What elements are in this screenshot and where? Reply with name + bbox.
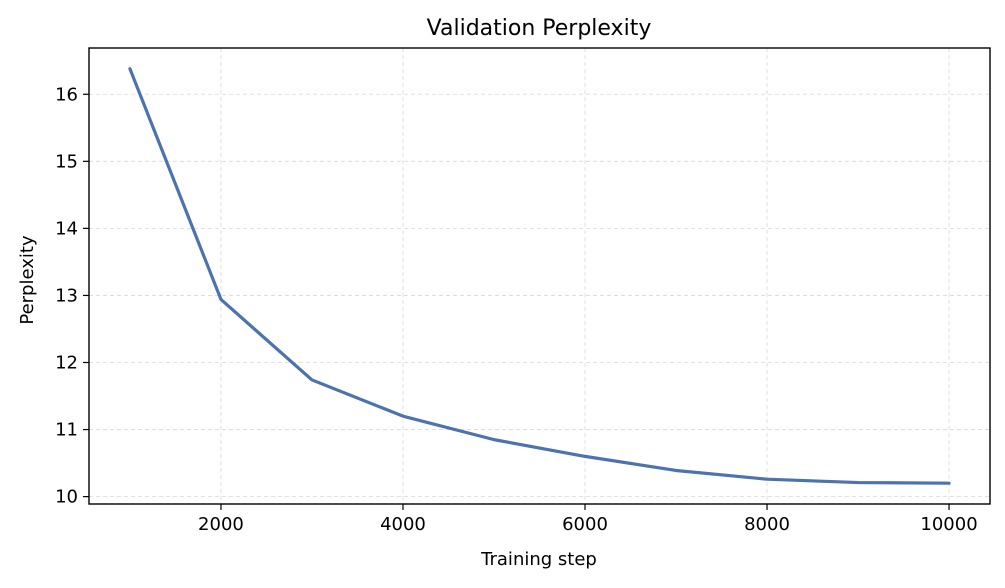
x-tick-label: 2000 [198,514,244,535]
y-tick-label: 14 [55,218,78,239]
x-tick-label: 8000 [744,514,790,535]
x-tick-label: 4000 [380,514,426,535]
y-axis-ticks: 10 11 12 13 14 15 16 [55,84,89,508]
x-tick-label: 10000 [920,514,977,535]
y-tick-label: 16 [55,84,78,105]
y-tick-label: 13 [55,285,78,306]
chart-title: Validation Perplexity [427,16,652,41]
y-tick-label: 11 [55,420,78,441]
y-tick-label: 12 [55,353,78,374]
x-axis-ticks: 2000 4000 6000 8000 10000 [198,504,978,535]
x-axis-label: Training step [480,549,597,570]
y-tick-label: 15 [55,151,78,172]
plot-area-frame [88,47,991,505]
y-tick-label: 10 [55,487,78,508]
series-line [128,67,951,485]
series-layer [128,67,951,485]
gridlines [89,48,990,504]
y-axis-label: Perplexity [17,235,38,325]
x-tick-label: 6000 [562,514,608,535]
